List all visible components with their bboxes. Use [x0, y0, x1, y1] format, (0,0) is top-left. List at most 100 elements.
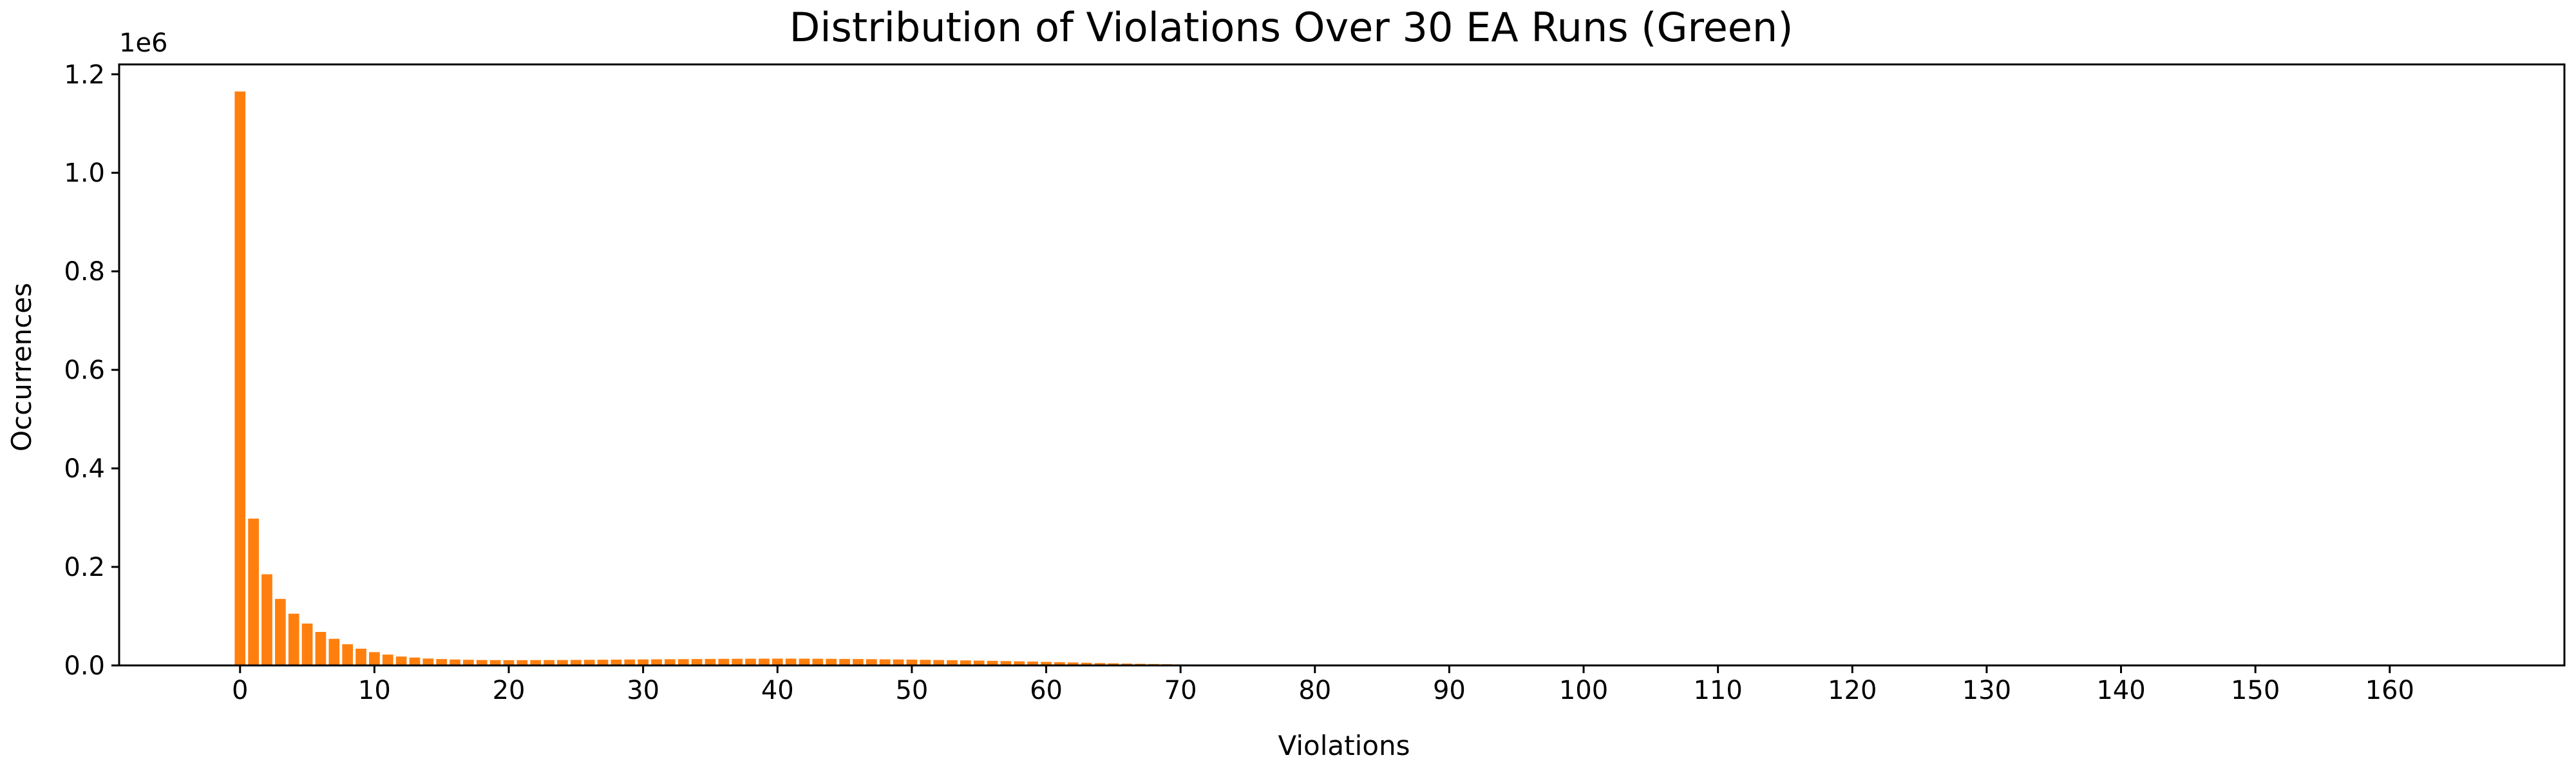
- x-tick-label: 140: [2096, 676, 2145, 705]
- bar: [1094, 663, 1106, 665]
- y-tick-label: 1.0: [64, 158, 105, 188]
- y-ticks-group: 0.0 0.2 0.4 0.6 0.8 1.0 1.2: [64, 60, 119, 681]
- bar: [544, 660, 554, 665]
- y-tick-label: 1.2: [64, 60, 105, 90]
- bar: [677, 659, 689, 665]
- bar: [382, 654, 393, 665]
- y-axis-label: Occurrences: [6, 283, 37, 452]
- bar: [718, 658, 730, 665]
- y-tick-label: 0.2: [64, 553, 105, 582]
- bar: [893, 659, 904, 665]
- bar: [1000, 661, 1012, 665]
- y-tick-label: 0.8: [64, 257, 105, 287]
- x-tick-label: 80: [1298, 676, 1331, 705]
- bar: [745, 658, 756, 665]
- bar: [947, 660, 958, 665]
- bar: [583, 660, 595, 665]
- bar: [450, 659, 460, 665]
- x-tick-label: 130: [1962, 676, 2011, 705]
- y-tick-label: 0.0: [64, 651, 105, 681]
- bar: [409, 657, 421, 665]
- bar: [853, 659, 864, 665]
- bar: [422, 658, 434, 665]
- bar: [369, 652, 380, 665]
- bar: [785, 658, 797, 665]
- bar: [288, 613, 299, 665]
- y-scale-multiplier: 1e6: [119, 28, 168, 58]
- bar: [906, 659, 918, 665]
- bar: [651, 659, 662, 665]
- plot-frame: [118, 63, 2566, 667]
- bars-group: [234, 91, 1455, 665]
- bar: [1041, 662, 1052, 665]
- bar: [879, 659, 891, 665]
- bar: [597, 660, 609, 665]
- bar: [503, 660, 515, 665]
- x-tick-label: 0: [232, 676, 248, 705]
- x-tick-label: 100: [1559, 676, 1608, 705]
- bar: [691, 659, 703, 665]
- x-tick-label: 90: [1433, 676, 1466, 705]
- x-ticks-group: 0 10 20 30 40 50 60 70 80 90 100 110 120 130 140 150 160: [232, 665, 2414, 705]
- bar: [530, 660, 542, 665]
- bar: [328, 638, 340, 665]
- x-tick-label: 30: [627, 676, 659, 705]
- x-tick-label: 120: [1828, 676, 1877, 705]
- x-tick-label: 40: [761, 676, 794, 705]
- bar: [516, 660, 528, 665]
- x-tick-label: 150: [2231, 676, 2280, 705]
- bar: [973, 660, 985, 665]
- bar: [772, 658, 783, 665]
- x-tick-label: 50: [895, 676, 928, 705]
- bar: [1108, 663, 1119, 665]
- bar: [489, 660, 501, 665]
- bar: [638, 659, 649, 665]
- x-axis-label: Violations: [1278, 730, 1410, 761]
- bar: [1014, 661, 1025, 665]
- bar: [463, 660, 474, 665]
- bar: [960, 660, 971, 665]
- y-tick-label: 0.4: [64, 454, 105, 484]
- bar: [315, 632, 327, 665]
- bar: [234, 91, 246, 665]
- bar: [624, 659, 636, 665]
- bar: [1054, 662, 1065, 665]
- x-tick-label: 70: [1164, 676, 1197, 705]
- bar: [705, 658, 716, 665]
- bar: [436, 659, 448, 665]
- bar: [557, 660, 568, 665]
- bar: [611, 659, 622, 665]
- bar: [799, 658, 810, 665]
- x-tick-label: 20: [493, 676, 526, 705]
- x-tick-label: 60: [1030, 676, 1063, 705]
- chart-title: Distribution of Violations Over 30 EA Ru…: [790, 4, 1794, 51]
- bar: [342, 644, 354, 665]
- y-tick-label: 0.6: [64, 356, 105, 385]
- x-tick-label: 160: [2365, 676, 2414, 705]
- bar: [355, 649, 366, 665]
- bar: [570, 660, 582, 665]
- bar: [1067, 662, 1079, 665]
- bar: [732, 658, 743, 665]
- bar: [248, 519, 259, 665]
- x-tick-label: 10: [358, 676, 391, 705]
- bar: [987, 660, 998, 665]
- bar: [275, 598, 286, 665]
- x-tick-label: 110: [1693, 676, 1742, 705]
- bar: [301, 624, 313, 665]
- bar: [839, 658, 850, 665]
- bar: [826, 658, 837, 665]
- bar: [866, 659, 877, 665]
- bar: [1081, 662, 1092, 665]
- bar: [1027, 662, 1038, 665]
- bar: [933, 660, 944, 665]
- bar: [476, 660, 488, 665]
- bar: [395, 656, 407, 665]
- bar: [759, 658, 770, 665]
- bar: [920, 660, 931, 665]
- bar: [812, 658, 824, 665]
- bar: [665, 659, 676, 665]
- bar: [261, 574, 272, 665]
